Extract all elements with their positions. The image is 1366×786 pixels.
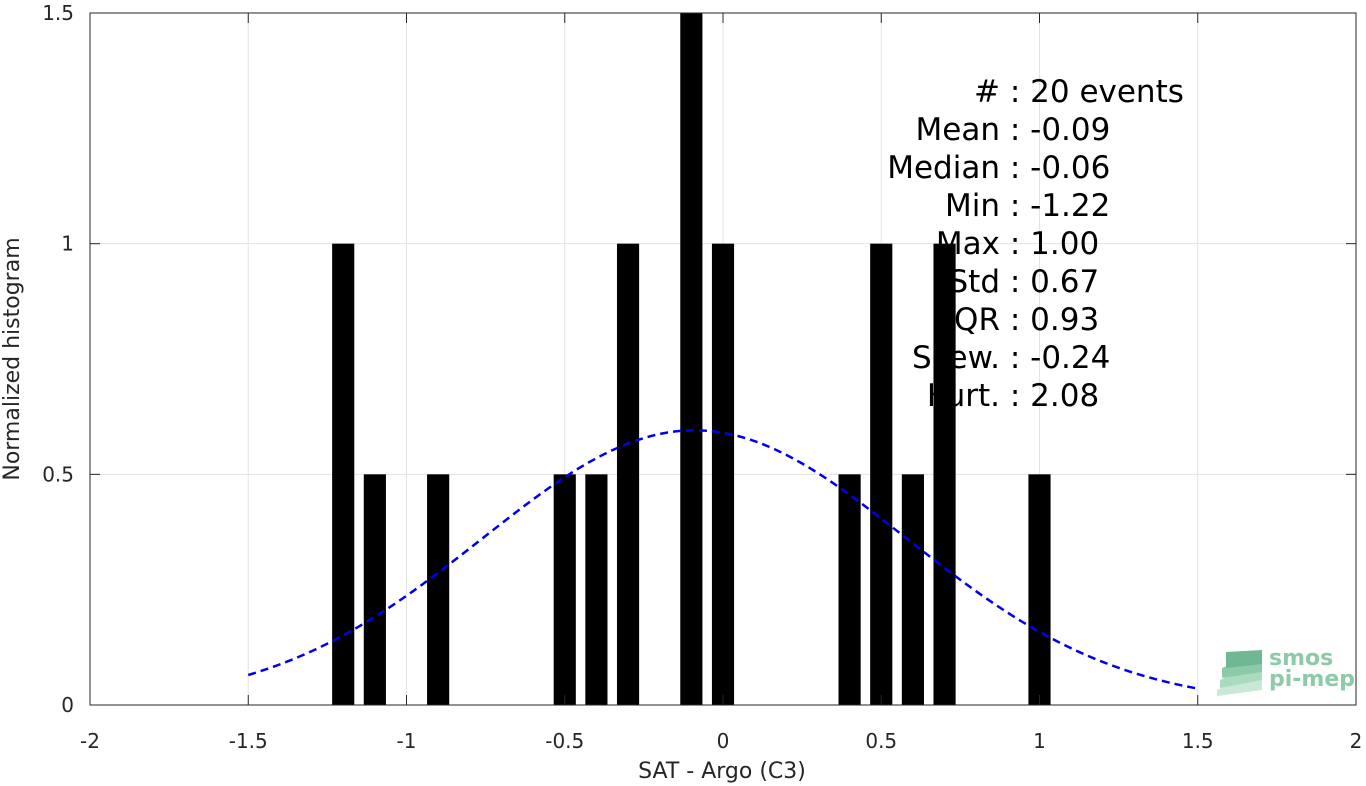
histogram-bar bbox=[553, 474, 576, 705]
axes-box bbox=[89, 12, 1357, 706]
x-tick-label: 2 bbox=[1350, 729, 1363, 753]
x-tick-label: 0 bbox=[717, 729, 730, 753]
stats-line: Kurt. : 2.08 bbox=[927, 378, 1099, 414]
histogram-bar bbox=[870, 243, 893, 705]
stats-line: Median : -0.06 bbox=[887, 150, 1110, 186]
logo-line2: pi-mep bbox=[1269, 667, 1355, 692]
x-tick-labels: -2 -1.5 -1 -0.5 0 0.5 1 1.5 2 bbox=[80, 729, 1362, 753]
histogram-bar bbox=[711, 243, 735, 705]
logo-mark-icon bbox=[1217, 650, 1262, 696]
histogram-bar bbox=[616, 243, 640, 705]
histogram-bar bbox=[901, 474, 924, 705]
histogram-bar bbox=[1028, 474, 1051, 705]
x-tick-label: -2 bbox=[80, 729, 100, 753]
y-tick-labels: 0 0.5 1 1.5 bbox=[42, 1, 74, 717]
logo-line1: smos bbox=[1269, 646, 1333, 671]
stats-line: Skew. : -0.24 bbox=[912, 340, 1110, 376]
smos-pimep-logo: smos pi-mep bbox=[1217, 646, 1355, 696]
stats-line: Max : 1.00 bbox=[936, 226, 1099, 262]
histogram-bar bbox=[585, 474, 608, 705]
stats-line: Std : 0.67 bbox=[948, 264, 1099, 300]
x-tick-label: -0.5 bbox=[545, 729, 584, 753]
histogram-bar bbox=[680, 13, 703, 705]
x-tick-label: 1 bbox=[1033, 729, 1046, 753]
x-axis-label: SAT - Argo (C3) bbox=[638, 759, 806, 784]
y-tick-label: 1.5 bbox=[42, 1, 74, 25]
x-tick-label: -1 bbox=[397, 729, 417, 753]
y-tick-label: 0.5 bbox=[42, 462, 74, 486]
histogram-bar bbox=[363, 474, 386, 705]
y-axis-label: Normalized histogram bbox=[0, 237, 25, 480]
x-tick-label: 1.5 bbox=[1182, 729, 1214, 753]
stats-line: Min : -1.22 bbox=[945, 188, 1110, 224]
histogram-bar bbox=[332, 243, 355, 705]
histogram-bar bbox=[838, 474, 861, 705]
x-tick-label: -1.5 bbox=[229, 729, 268, 753]
y-tick-label: 1 bbox=[61, 232, 74, 256]
histogram-bar bbox=[933, 243, 956, 705]
stats-line: IQR : 0.93 bbox=[945, 302, 1099, 338]
stats-line: Mean : -0.09 bbox=[916, 112, 1111, 148]
histogram-bar bbox=[427, 474, 450, 705]
histogram-bars bbox=[332, 13, 1051, 705]
x-tick-label: 0.5 bbox=[865, 729, 897, 753]
y-tick-label: 0 bbox=[61, 693, 74, 717]
stats-line: # : 20 events bbox=[974, 74, 1184, 110]
